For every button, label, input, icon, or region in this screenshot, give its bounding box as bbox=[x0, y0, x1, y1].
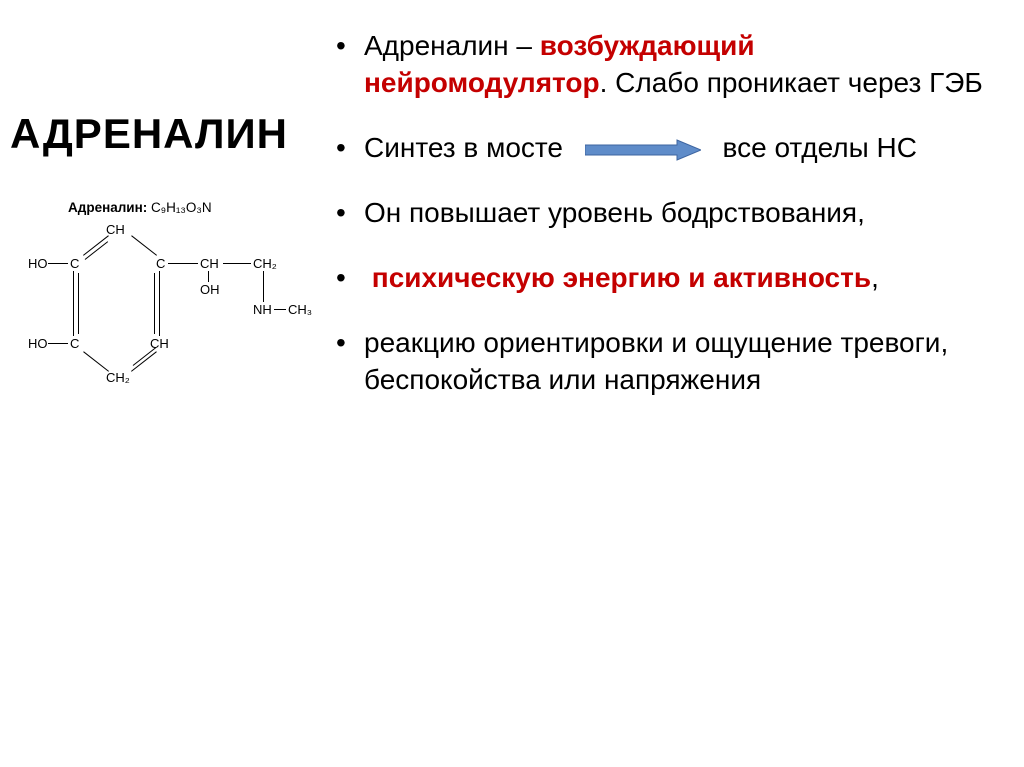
bond bbox=[274, 309, 286, 310]
atom-ho-top: HO bbox=[28, 257, 48, 270]
formula-label: Адреналин: C₉H₁₃O₃N bbox=[28, 200, 325, 215]
chemical-structure: HO HO C C CH CH₂ C CH CH OH CH₂ NH CH₃ bbox=[28, 221, 328, 391]
bond bbox=[208, 271, 209, 282]
atom-oh: OH bbox=[200, 283, 220, 296]
b2-pre: Синтез в мосте bbox=[364, 132, 563, 163]
atom-ch-chain: CH bbox=[200, 257, 219, 270]
atom-c-left-top: C bbox=[70, 257, 79, 270]
b4-post: , bbox=[871, 262, 879, 293]
formula-block: Адреналин: C₉H₁₃O₃N HO HO C C CH CH₂ C C… bbox=[10, 200, 325, 391]
atom-c-left-bottom: C bbox=[70, 337, 79, 350]
page-title: АДРЕНАЛИН bbox=[10, 110, 325, 158]
bullet-list: Адреналин – возбуждающий нейромодулятор.… bbox=[330, 28, 1004, 399]
bond bbox=[48, 263, 68, 264]
bond bbox=[131, 235, 157, 256]
bond bbox=[83, 235, 109, 256]
bond bbox=[133, 347, 157, 366]
atom-nh: NH bbox=[253, 303, 272, 316]
bond bbox=[223, 263, 251, 264]
b4-red: психическую энергию и активность bbox=[372, 262, 871, 293]
atom-ch-bottom: CH₂ bbox=[106, 371, 130, 384]
right-column: Адреналин – возбуждающий нейромодулятор.… bbox=[325, 0, 1024, 767]
bullet-4: психическую энергию и активность, bbox=[330, 260, 1004, 297]
formula-prefix: Адреналин: bbox=[68, 200, 147, 215]
arrow-icon bbox=[585, 139, 701, 161]
atom-ho-bottom: HO bbox=[28, 337, 48, 350]
bullet-2: Синтез в мосте все отделы НС bbox=[330, 130, 1004, 167]
atom-c-right-top: C bbox=[156, 257, 165, 270]
b1-pre: Адреналин – bbox=[364, 30, 540, 61]
bullet-1: Адреналин – возбуждающий нейромодулятор.… bbox=[330, 28, 1004, 102]
atom-ch3-end: CH₃ bbox=[288, 303, 312, 316]
bond bbox=[154, 273, 155, 334]
bond bbox=[78, 273, 79, 334]
formula-text: C₉H₁₃O₃N bbox=[151, 200, 212, 215]
atom-ch-top: CH bbox=[106, 223, 125, 236]
bond bbox=[263, 271, 264, 302]
b5-text: реакцию ориентировки и ощущение тревоги,… bbox=[364, 327, 948, 395]
bond bbox=[159, 271, 160, 336]
bond bbox=[83, 351, 109, 372]
slide: АДРЕНАЛИН Адреналин: C₉H₁₃O₃N HO HO C C … bbox=[0, 0, 1024, 767]
atom-ch2: CH₂ bbox=[253, 257, 277, 270]
b3-text: Он повышает уровень бодрствования, bbox=[364, 197, 865, 228]
bond bbox=[48, 343, 68, 344]
bond bbox=[73, 271, 74, 336]
b1-post: . Слабо проникает через ГЭБ bbox=[600, 67, 983, 98]
b2-post: все отделы НС bbox=[723, 132, 917, 163]
left-column: АДРЕНАЛИН Адреналин: C₉H₁₃O₃N HO HO C C … bbox=[0, 0, 325, 767]
bullet-3: Он повышает уровень бодрствования, bbox=[330, 195, 1004, 232]
bond bbox=[168, 263, 198, 264]
bullet-5: реакцию ориентировки и ощущение тревоги,… bbox=[330, 325, 1004, 399]
